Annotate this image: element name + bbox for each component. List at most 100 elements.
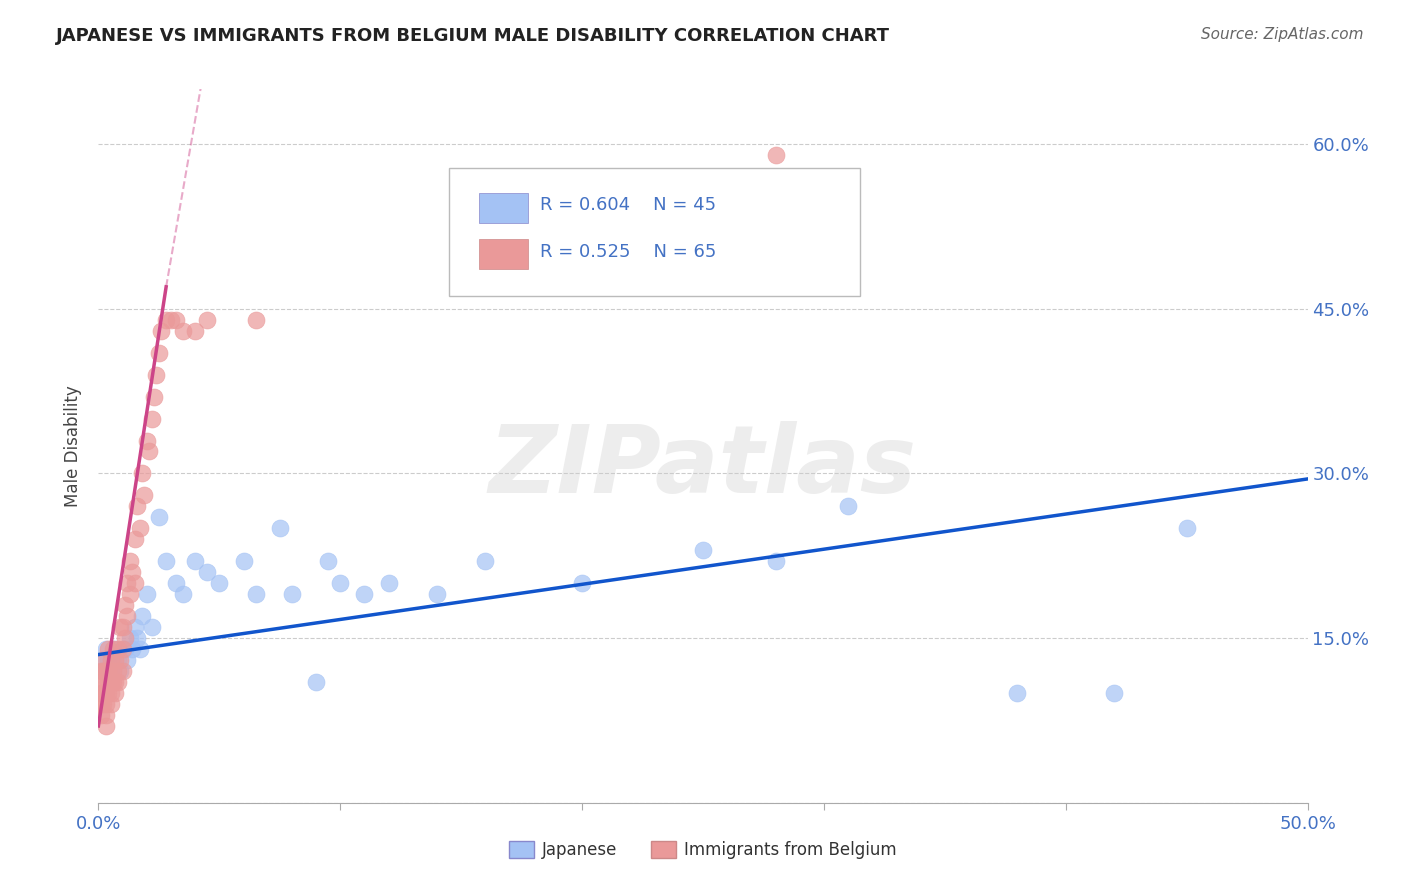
Point [101, 653, 124, 667]
Point [141, 411, 163, 425]
Text: R = 0.604    N = 45: R = 0.604 N = 45 [540, 196, 716, 214]
Point [245, 587, 267, 601]
Point [97, 642, 120, 657]
Point [94, 697, 117, 711]
Point [90, 708, 112, 723]
Point [124, 620, 146, 634]
Point [111, 664, 134, 678]
Point [316, 554, 339, 568]
Point [97, 675, 120, 690]
Point [232, 554, 254, 568]
Point [104, 642, 127, 657]
Point [377, 576, 399, 591]
Point [117, 653, 139, 667]
Point [107, 675, 129, 690]
Point [1175, 521, 1198, 535]
Point [135, 587, 157, 601]
Point [172, 324, 194, 338]
Point [118, 587, 141, 601]
Point [94, 719, 117, 733]
Point [91, 653, 114, 667]
Point [91, 697, 114, 711]
Point [91, 686, 114, 700]
Point [143, 390, 166, 404]
Point [124, 576, 146, 591]
Point [114, 631, 136, 645]
Point [184, 324, 207, 338]
Point [91, 664, 114, 678]
Point [165, 576, 187, 591]
Point [94, 664, 117, 678]
Point [138, 444, 160, 458]
Legend: Japanese, Immigrants from Belgium: Japanese, Immigrants from Belgium [502, 834, 904, 866]
Point [101, 675, 124, 690]
Point [114, 642, 136, 657]
Y-axis label: Male Disability: Male Disability [65, 385, 83, 507]
Point [118, 554, 141, 568]
Text: ZIPatlas: ZIPatlas [489, 421, 917, 514]
Point [90, 697, 112, 711]
Point [134, 488, 156, 502]
Point [104, 653, 127, 667]
Point [165, 312, 187, 326]
Point [131, 467, 153, 481]
Point [245, 312, 267, 326]
Point [104, 686, 127, 700]
Point [100, 653, 122, 667]
Point [97, 686, 120, 700]
Point [104, 675, 127, 690]
Point [114, 598, 136, 612]
Point [269, 521, 291, 535]
Text: JAPANESE VS IMMIGRANTS FROM BELGIUM MALE DISABILITY CORRELATION CHART: JAPANESE VS IMMIGRANTS FROM BELGIUM MALE… [56, 27, 890, 45]
Point [141, 620, 163, 634]
Point [117, 609, 139, 624]
Bar [479, 193, 527, 223]
Bar [479, 239, 527, 269]
Point [97, 653, 120, 667]
Point [121, 566, 143, 580]
Point [329, 576, 352, 591]
Point [94, 708, 117, 723]
Point [172, 587, 194, 601]
Point [148, 345, 170, 359]
Point [837, 500, 859, 514]
Point [97, 664, 120, 678]
Point [145, 368, 167, 382]
FancyBboxPatch shape [449, 168, 860, 296]
Text: Source: ZipAtlas.com: Source: ZipAtlas.com [1201, 27, 1364, 42]
Point [107, 664, 129, 678]
Point [111, 642, 134, 657]
Point [155, 554, 177, 568]
Point [148, 510, 170, 524]
Point [108, 620, 131, 634]
Point [100, 686, 122, 700]
Point [155, 312, 177, 326]
Point [118, 631, 141, 645]
Point [131, 609, 153, 624]
Point [195, 566, 218, 580]
Point [692, 543, 714, 558]
Point [124, 533, 146, 547]
Point [571, 576, 593, 591]
Point [90, 686, 112, 700]
Point [101, 642, 124, 657]
Point [108, 664, 131, 678]
Point [208, 576, 231, 591]
Point [127, 631, 149, 645]
Point [426, 587, 449, 601]
Point [91, 664, 114, 678]
Point [100, 664, 122, 678]
Point [184, 554, 207, 568]
Point [474, 554, 496, 568]
Point [90, 653, 112, 667]
Point [90, 675, 112, 690]
Point [117, 576, 139, 591]
Point [353, 587, 375, 601]
Point [94, 675, 117, 690]
Point [1007, 686, 1029, 700]
Point [135, 434, 157, 448]
Point [111, 642, 134, 657]
Point [765, 148, 787, 162]
Point [305, 675, 328, 690]
Point [107, 653, 129, 667]
